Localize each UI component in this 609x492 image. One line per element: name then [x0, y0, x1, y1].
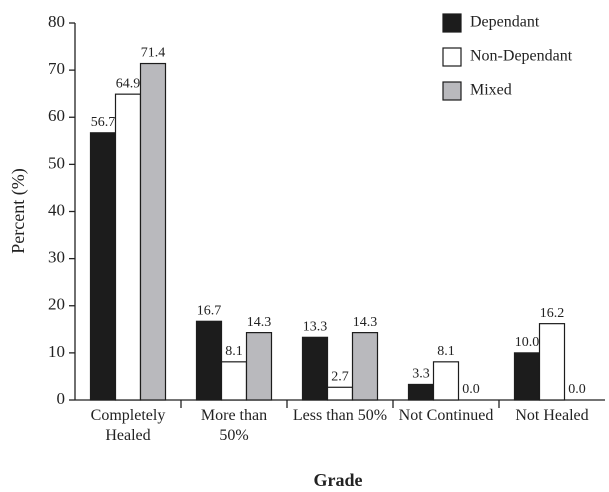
y-tick-label: 50 [48, 153, 65, 172]
value-label: 64.9 [116, 76, 141, 91]
y-tick-label: 80 [48, 12, 65, 31]
bar [139, 62, 167, 401]
y-tick-label: 40 [48, 200, 65, 219]
value-label: 8.1 [437, 344, 455, 359]
value-label: 16.7 [197, 304, 222, 319]
bar [301, 336, 329, 401]
legend-label: Non-Dependant [470, 48, 573, 65]
y-tick-label: 60 [48, 106, 65, 125]
y-tick-label: 0 [57, 389, 66, 408]
legend-label: Mixed [470, 82, 512, 99]
bar [326, 386, 354, 401]
x-tick-label: Completely Healed [90, 407, 166, 444]
legend-swatch [442, 13, 462, 33]
x-tick-label: More than 50% [200, 407, 268, 444]
bar [245, 332, 273, 401]
bar [220, 361, 248, 401]
y-tick-label: 10 [48, 342, 65, 361]
value-label: 14.3 [353, 315, 378, 330]
value-label: 13.3 [303, 320, 328, 335]
x-axis-label: Grade [314, 470, 363, 490]
x-tick-label: Not Healed [515, 407, 589, 424]
legend-swatch [442, 47, 462, 67]
y-tick-label: 70 [48, 59, 65, 78]
bar [407, 383, 435, 401]
bar [351, 332, 379, 401]
x-tick-label: Less than 50% [292, 407, 388, 424]
value-label: 14.3 [247, 315, 272, 330]
bar [513, 352, 541, 401]
y-axis-label: Percent (%) [8, 168, 29, 253]
value-label: 3.3 [412, 367, 430, 382]
legend-label: Dependant [470, 14, 540, 31]
legend-swatch [442, 81, 462, 101]
value-label: 56.7 [91, 115, 116, 130]
bar [432, 361, 460, 401]
y-tick-label: 20 [48, 295, 65, 314]
value-label: 2.7 [331, 369, 349, 384]
y-tick-label: 30 [48, 248, 65, 267]
value-label: 0.0 [568, 382, 586, 397]
bar [538, 323, 566, 401]
value-label: 71.4 [141, 46, 166, 61]
x-tick-label: Not Continued [398, 407, 494, 424]
bar [89, 132, 117, 401]
value-label: 16.2 [540, 306, 565, 321]
value-label: 0.0 [462, 382, 480, 397]
bar [195, 320, 223, 401]
bar [114, 93, 142, 401]
value-label: 10.0 [515, 335, 540, 350]
value-label: 8.1 [225, 344, 243, 359]
